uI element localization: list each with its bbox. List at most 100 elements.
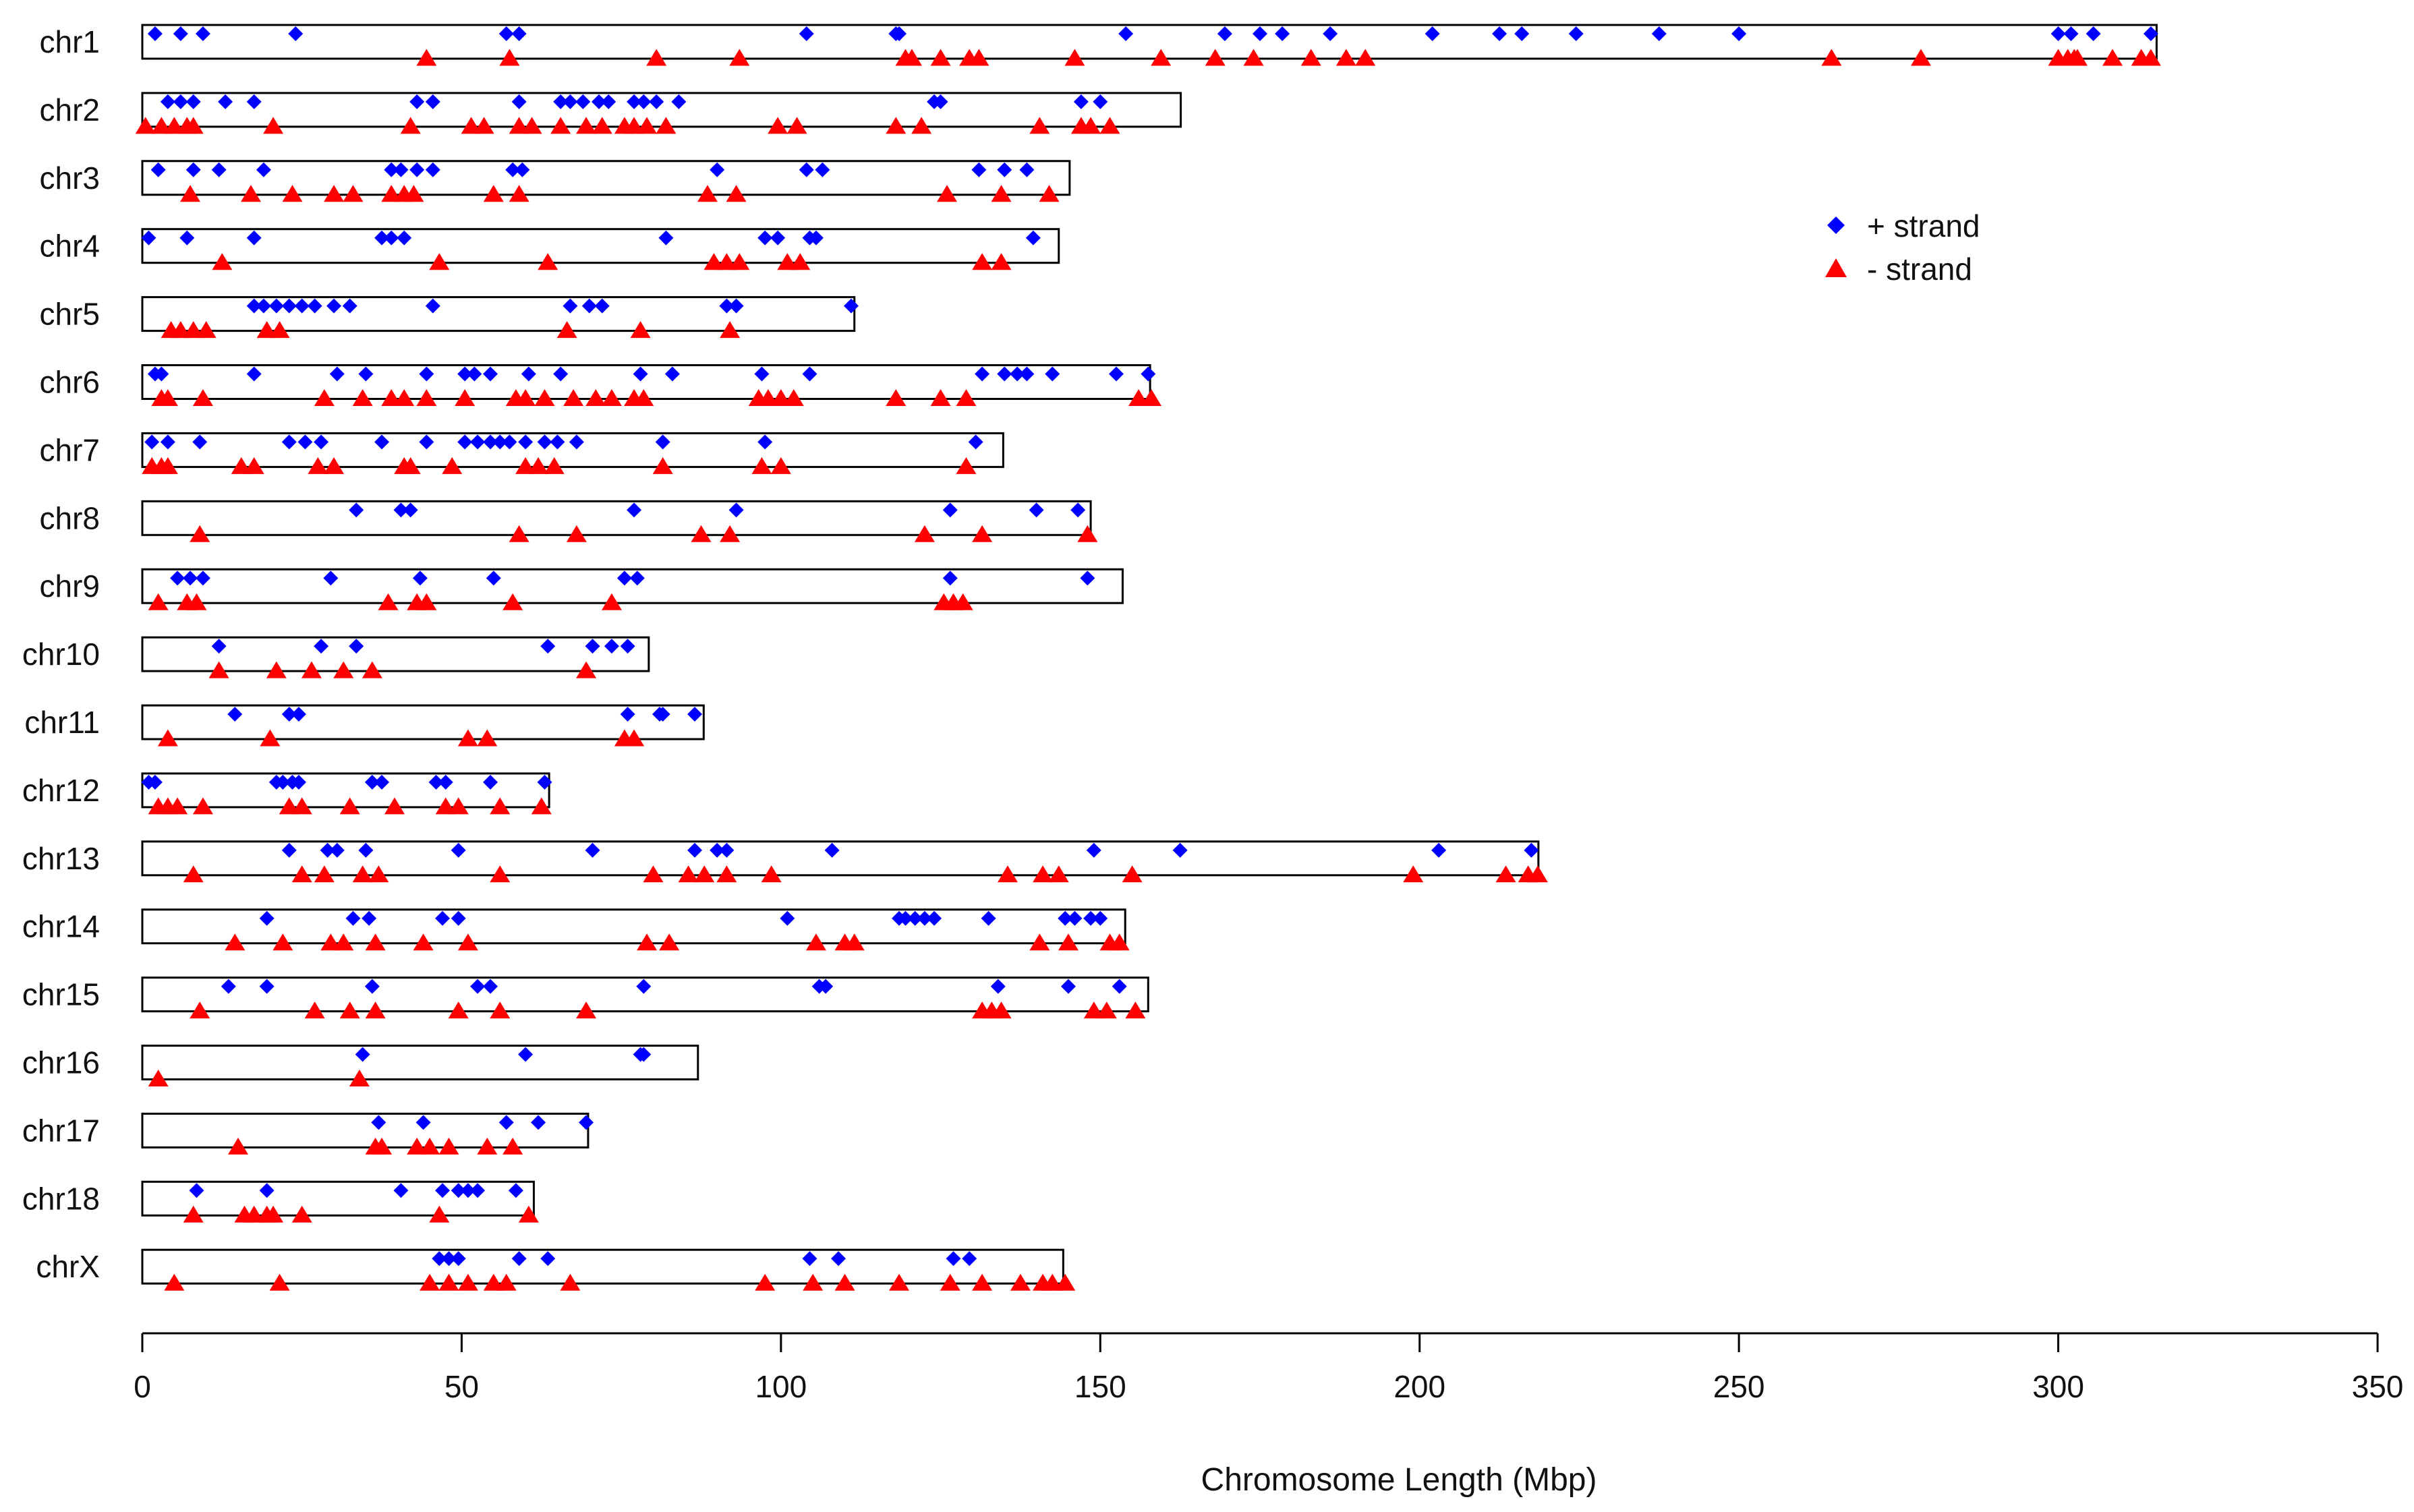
plus-strand-point bbox=[355, 1047, 370, 1062]
plus-strand-point bbox=[345, 910, 361, 926]
minus-strand-point bbox=[972, 253, 993, 270]
minus-strand-point bbox=[1300, 49, 1321, 66]
chromosome-bar bbox=[141, 228, 1060, 264]
plus-strand-point bbox=[1083, 910, 1099, 926]
chromosome-row-chr5: chr5 bbox=[40, 296, 859, 339]
chromosome-label: chr13 bbox=[22, 841, 100, 876]
chromosome-bar bbox=[141, 704, 705, 740]
plus-strand-point bbox=[946, 1251, 961, 1267]
plus-strand-point bbox=[844, 298, 859, 314]
minus-strand-point bbox=[757, 389, 778, 406]
minus-strand-point bbox=[803, 1273, 824, 1291]
minus-strand-point bbox=[333, 661, 354, 678]
plus-strand-point bbox=[1058, 910, 1073, 926]
plus-strand-point bbox=[307, 298, 322, 314]
minus-strand-point bbox=[183, 1205, 204, 1223]
minus-strand-point bbox=[461, 117, 482, 134]
minus-strand-point bbox=[1081, 117, 1101, 134]
plus-strand-point bbox=[460, 1183, 476, 1198]
minus-strand-point bbox=[637, 117, 658, 134]
minus-strand-point bbox=[997, 865, 1018, 883]
plus-strand-point bbox=[492, 434, 508, 450]
minus-strand-point bbox=[652, 457, 673, 474]
chromosome-bar bbox=[141, 908, 1126, 945]
minus-strand-point bbox=[768, 117, 788, 134]
minus-strand-point bbox=[560, 1273, 581, 1291]
plus-strand-point bbox=[728, 502, 744, 518]
plus-strand-point bbox=[393, 162, 409, 177]
minus-strand-point bbox=[515, 457, 536, 474]
plus-strand-point bbox=[470, 1183, 486, 1198]
minus-strand-point bbox=[429, 1205, 450, 1223]
plus-strand-point bbox=[195, 571, 210, 586]
minus-strand-point bbox=[314, 865, 335, 883]
minus-strand-point bbox=[420, 1137, 440, 1155]
plus-strand-point bbox=[425, 162, 440, 177]
minus-strand-point bbox=[1821, 49, 1842, 66]
minus-strand-point bbox=[1243, 49, 1264, 66]
minus-strand-point bbox=[416, 49, 437, 66]
plus-strand-point bbox=[620, 707, 635, 722]
plus-strand-point bbox=[569, 434, 584, 450]
minus-strand-point bbox=[362, 661, 382, 678]
minus-strand-point bbox=[183, 117, 204, 134]
plus-strand-point bbox=[256, 162, 271, 177]
chromosome-row-chr13: chr13 bbox=[22, 840, 1548, 883]
minus-strand-point bbox=[1033, 865, 1054, 883]
plus-strand-point bbox=[192, 434, 208, 450]
minus-strand-point bbox=[282, 185, 303, 202]
plus-strand-point bbox=[917, 910, 932, 926]
plus-strand-point bbox=[218, 94, 233, 109]
plus-strand-point bbox=[508, 1183, 523, 1198]
minus-strand-point bbox=[291, 865, 312, 883]
plus-strand-point bbox=[419, 434, 434, 450]
plus-strand-point bbox=[757, 434, 773, 450]
plus-strand-point bbox=[518, 1047, 534, 1062]
plus-strand-point bbox=[467, 366, 482, 382]
chromosome-bar bbox=[141, 1248, 1064, 1285]
minus-strand-point bbox=[697, 185, 718, 202]
plus-strand-point bbox=[457, 434, 473, 450]
plus-strand-point bbox=[314, 434, 329, 450]
minus-strand-point bbox=[633, 389, 654, 406]
plus-strand-point bbox=[362, 910, 377, 926]
plus-strand-point bbox=[2086, 26, 2101, 41]
minus-strand-point bbox=[659, 933, 680, 951]
plus-strand-point bbox=[415, 1115, 431, 1130]
minus-strand-point bbox=[972, 525, 993, 542]
plus-strand-point bbox=[1217, 26, 1232, 41]
legend-plus-strand-label: + strand bbox=[1867, 208, 1980, 243]
plus-strand-point bbox=[281, 707, 297, 722]
plus-strand-point bbox=[898, 910, 913, 926]
plus-strand-point bbox=[173, 94, 188, 109]
plus-strand-point bbox=[592, 94, 607, 109]
plus-strand-point bbox=[384, 230, 399, 245]
minus-strand-point bbox=[886, 117, 907, 134]
plus-strand-point bbox=[933, 94, 948, 109]
plus-strand-point bbox=[511, 1251, 527, 1267]
chromosome-label: chr16 bbox=[22, 1045, 100, 1080]
plus-strand-point bbox=[575, 94, 591, 109]
plus-strand-point bbox=[802, 1251, 817, 1267]
chromosome-bar bbox=[141, 24, 2158, 60]
plus-strand-point bbox=[521, 366, 536, 382]
minus-strand-point bbox=[901, 49, 922, 66]
plus-strand-point bbox=[1112, 979, 1127, 994]
plus-strand-point bbox=[620, 639, 635, 654]
chromosome-label: chr14 bbox=[22, 909, 100, 944]
minus-strand-point bbox=[228, 1137, 249, 1155]
chromosome-row-chr18: chr18 bbox=[22, 1180, 539, 1223]
minus-strand-point bbox=[394, 389, 415, 406]
minus-strand-point bbox=[314, 389, 335, 406]
plus-strand-point bbox=[585, 639, 600, 654]
plus-strand-point bbox=[451, 1183, 466, 1198]
chromosome-label: chr7 bbox=[40, 432, 100, 467]
plus-strand-point bbox=[1492, 26, 1507, 41]
plus-strand-point bbox=[291, 774, 306, 790]
minus-strand-point bbox=[694, 865, 715, 883]
plus-strand-point bbox=[553, 94, 569, 109]
minus-strand-point bbox=[563, 389, 584, 406]
plus-strand-point bbox=[975, 366, 990, 382]
plus-strand-point bbox=[511, 94, 527, 109]
minus-strand-point bbox=[490, 797, 511, 815]
